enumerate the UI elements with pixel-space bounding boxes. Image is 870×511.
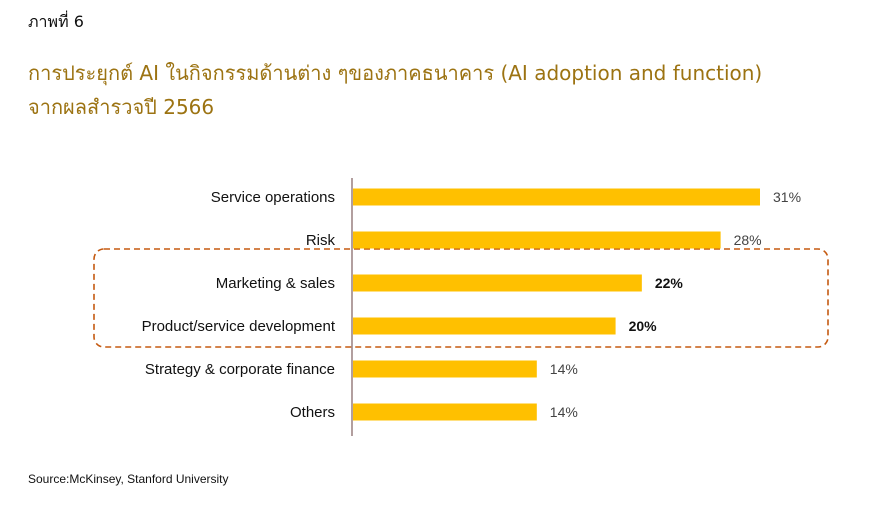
chart-title-line-2: จากผลสำรวจปี 2566 bbox=[28, 95, 215, 119]
bar-5 bbox=[353, 403, 537, 421]
category-label: Strategy & corporate finance bbox=[145, 361, 335, 378]
category-label: Risk bbox=[306, 232, 336, 249]
category-label: Service operations bbox=[211, 189, 335, 206]
data-label: 28% bbox=[734, 232, 762, 248]
data-label: 14% bbox=[550, 404, 578, 420]
data-label: 14% bbox=[550, 361, 578, 377]
bar-0 bbox=[353, 188, 760, 206]
bar-3 bbox=[353, 317, 616, 335]
bar-1 bbox=[353, 231, 721, 249]
figure-label: ภาพที่ 6 bbox=[28, 12, 84, 31]
source-note: Source:McKinsey, Stanford University bbox=[28, 472, 229, 486]
category-label: Marketing & sales bbox=[216, 275, 335, 292]
data-label: 20% bbox=[629, 318, 658, 334]
data-label: 22% bbox=[655, 275, 684, 291]
bar-2 bbox=[353, 274, 642, 292]
chart-title-line-1: การประยุกต์ AI ในกิจกรรมด้านต่าง ๆของภาค… bbox=[28, 61, 763, 85]
bar-4 bbox=[353, 360, 537, 378]
highlight-box bbox=[93, 248, 829, 348]
data-label: 31% bbox=[773, 189, 801, 205]
category-label: Others bbox=[290, 404, 335, 421]
category-label: Product/service development bbox=[142, 318, 336, 335]
chart-title: การประยุกต์ AI ในกิจกรรมด้านต่าง ๆของภาค… bbox=[28, 56, 762, 124]
